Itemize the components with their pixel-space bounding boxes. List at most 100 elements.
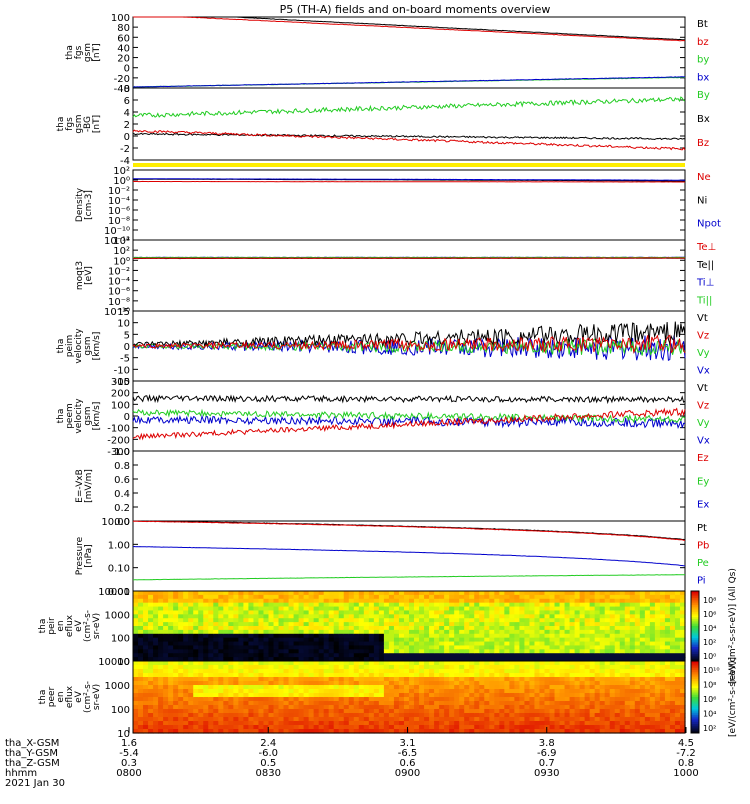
heatmap-cell bbox=[675, 591, 681, 595]
heatmap-cell bbox=[620, 645, 626, 649]
heatmap-cell bbox=[484, 669, 490, 674]
heatmap-cell bbox=[258, 665, 264, 670]
heatmap-cell bbox=[570, 717, 576, 722]
heatmap-cell bbox=[329, 677, 335, 682]
heatmap-cell bbox=[359, 591, 365, 595]
heatmap-cell bbox=[223, 614, 229, 618]
heatmap-cell bbox=[550, 697, 556, 702]
heatmap-cell bbox=[163, 622, 169, 626]
heatmap-cell bbox=[424, 649, 430, 653]
heatmap-cell bbox=[575, 634, 581, 638]
heatmap-cell bbox=[620, 705, 626, 710]
heatmap-cell bbox=[580, 595, 586, 599]
heatmap-cell bbox=[208, 595, 214, 599]
heatmap-cell bbox=[650, 653, 656, 657]
heatmap-cell bbox=[625, 634, 631, 638]
heatmap-cell bbox=[534, 645, 540, 649]
heatmap-cell bbox=[419, 677, 425, 682]
heatmap-cell bbox=[364, 685, 370, 690]
heatmap-cell bbox=[419, 681, 425, 686]
heatmap-cell bbox=[324, 709, 330, 714]
heatmap-cell bbox=[404, 610, 410, 614]
heatmap-cell bbox=[615, 653, 621, 657]
heatmap-cell bbox=[630, 638, 636, 642]
heatmap-cell bbox=[314, 610, 320, 614]
heatmap-cell bbox=[309, 673, 315, 678]
heatmap-cell bbox=[233, 685, 239, 690]
heatmap-cell bbox=[213, 693, 219, 698]
heatmap-cell bbox=[304, 673, 310, 678]
heatmap-cell bbox=[615, 689, 621, 694]
heatmap-cell bbox=[550, 591, 556, 595]
heatmap-cell bbox=[354, 645, 360, 649]
heatmap-cell bbox=[339, 705, 345, 710]
heatmap-cell bbox=[223, 595, 229, 599]
heatmap-cell bbox=[213, 642, 219, 646]
heatmap-cell bbox=[138, 634, 144, 638]
heatmap-cell bbox=[193, 673, 199, 678]
heatmap-cell bbox=[555, 603, 561, 607]
heatmap-cell bbox=[414, 693, 420, 698]
heatmap-cell bbox=[409, 677, 415, 682]
heatmap-cell bbox=[364, 599, 370, 603]
heatmap-cell bbox=[188, 693, 194, 698]
heatmap-cell bbox=[399, 709, 405, 714]
heatmap-cell bbox=[610, 649, 616, 653]
heatmap-cell bbox=[595, 721, 601, 726]
heatmap-cell bbox=[675, 689, 681, 694]
heatmap-cell bbox=[324, 618, 330, 622]
heatmap-cell bbox=[158, 701, 164, 706]
heatmap-cell bbox=[173, 677, 179, 682]
heatmap-cell bbox=[534, 630, 540, 634]
heatmap-cell bbox=[183, 673, 189, 678]
heatmap-cell bbox=[324, 669, 330, 674]
heatmap-cell bbox=[178, 717, 184, 722]
heatmap-cell bbox=[625, 614, 631, 618]
y-tick-label: 1.00 bbox=[108, 540, 130, 551]
heatmap-cell bbox=[334, 630, 340, 634]
heatmap-cell bbox=[605, 701, 611, 706]
heatmap-cell bbox=[434, 705, 440, 710]
heatmap-cell bbox=[595, 665, 601, 670]
heatmap-cell bbox=[349, 669, 355, 674]
heatmap-cell bbox=[474, 595, 480, 599]
heatmap-cell bbox=[294, 665, 300, 670]
heatmap-cell bbox=[243, 685, 249, 690]
heatmap-cell bbox=[504, 709, 510, 714]
heatmap-cell bbox=[565, 697, 571, 702]
heatmap-cell bbox=[620, 630, 626, 634]
heatmap-cell bbox=[439, 725, 445, 730]
heatmap-cell bbox=[534, 599, 540, 603]
heatmap-cell bbox=[334, 709, 340, 714]
heatmap-cell bbox=[655, 603, 661, 607]
heatmap-cell bbox=[550, 669, 556, 674]
heatmap-cell bbox=[464, 599, 470, 603]
heatmap-cell bbox=[379, 713, 385, 718]
heatmap-cell bbox=[173, 717, 179, 722]
heatmap-cell bbox=[419, 614, 425, 618]
heatmap-cell bbox=[384, 713, 390, 718]
heatmap-cell bbox=[188, 618, 194, 622]
heatmap-cell bbox=[143, 669, 149, 674]
heatmap-cell bbox=[334, 610, 340, 614]
heatmap-cell bbox=[509, 669, 515, 674]
heatmap-cell bbox=[434, 721, 440, 726]
heatmap-cell bbox=[600, 618, 606, 622]
heatmap-cell bbox=[504, 677, 510, 682]
heatmap-cell bbox=[379, 705, 385, 710]
heatmap-cell bbox=[163, 603, 169, 607]
heatmap-cell bbox=[539, 697, 545, 702]
heatmap-cell bbox=[384, 645, 390, 649]
heatmap-cell bbox=[369, 595, 375, 599]
heatmap-cell bbox=[434, 595, 440, 599]
heatmap-cell bbox=[509, 603, 515, 607]
heatmap-cell bbox=[258, 653, 264, 657]
heatmap-cell bbox=[143, 634, 149, 638]
heatmap-cell bbox=[394, 618, 400, 622]
heatmap-cell bbox=[570, 705, 576, 710]
heatmap-cell bbox=[539, 599, 545, 603]
heatmap-cell bbox=[349, 665, 355, 670]
colorbar-tick-label: 10⁰ bbox=[703, 652, 716, 661]
heatmap-cell bbox=[304, 713, 310, 718]
heatmap-cell bbox=[143, 630, 149, 634]
